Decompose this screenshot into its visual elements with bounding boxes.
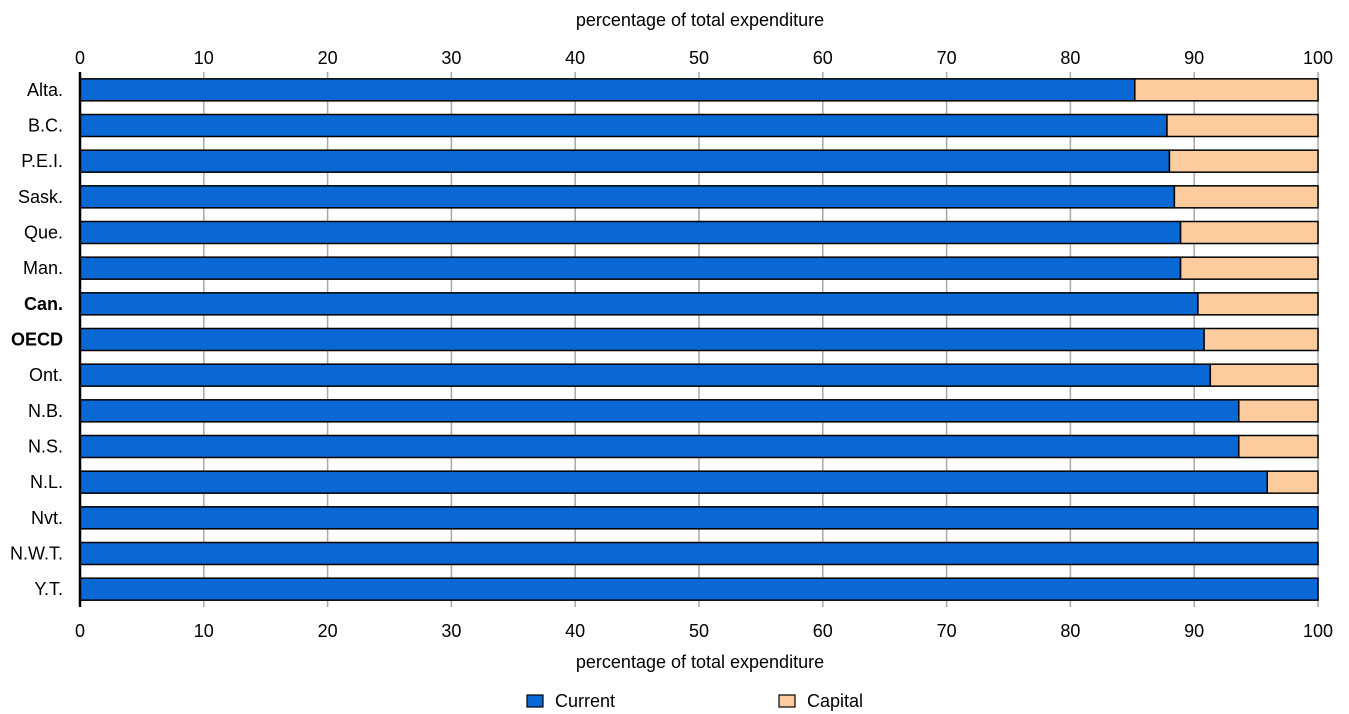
category-label: B.C.: [28, 116, 63, 136]
category-labels: Alta. B.C. P.E.I. Sask. Que. Man. Can. OECD Ont.…: [10, 80, 63, 599]
x-tick-label-top: 30: [441, 48, 461, 68]
x-ticks-bottom: 0 10 20 30 40 50 60 70 80 90 100: [75, 621, 1333, 641]
x-tick-label-bottom: 100: [1303, 621, 1333, 641]
x-tick-label-bottom: 10: [194, 621, 214, 641]
x-tick-label-top: 40: [565, 48, 585, 68]
bar-capital: [1238, 399, 1319, 423]
legend-swatch-capital: [778, 694, 796, 708]
bar-current: [79, 399, 1240, 423]
category-label: N.B.: [28, 401, 63, 421]
x-tick-label-bottom: 20: [318, 621, 338, 641]
bar-current: [79, 577, 1319, 601]
category-label: N.W.T.: [10, 544, 63, 564]
bar-current: [79, 78, 1136, 102]
category-label: Que.: [24, 223, 63, 243]
category-label: Can.: [24, 294, 63, 314]
bar-current: [79, 185, 1176, 209]
category-label: N.S.: [28, 437, 63, 457]
bar-capital: [1203, 327, 1319, 352]
bar-current: [79, 434, 1240, 459]
x-tick-label-top: 100: [1303, 48, 1333, 68]
category-label: P.E.I.: [21, 151, 63, 171]
x-tick-label-top: 80: [1060, 48, 1080, 68]
bar-capital: [1173, 185, 1319, 209]
x-tick-label-bottom: 40: [565, 621, 585, 641]
x-tick-label-top: 0: [75, 48, 85, 68]
x-tick-label-bottom: 60: [813, 621, 833, 641]
category-label: N.L.: [30, 472, 63, 492]
x-tick-label-top: 20: [318, 48, 338, 68]
bar-current: [79, 113, 1168, 138]
legend-label-current: Current: [555, 691, 615, 711]
category-label: Ont.: [29, 365, 63, 385]
bar-current: [79, 541, 1319, 566]
bar-capital: [1168, 149, 1319, 173]
bar-current: [79, 149, 1171, 173]
x-tick-label-top: 90: [1184, 48, 1204, 68]
bar-capital: [1209, 363, 1319, 387]
category-label: OECD: [11, 330, 63, 350]
x-tick-label-bottom: 90: [1184, 621, 1204, 641]
bar-current: [79, 292, 1199, 316]
x-axis-title-top: percentage of total expenditure: [576, 10, 824, 30]
bars: [79, 78, 1319, 601]
x-tick-label-bottom: 80: [1060, 621, 1080, 641]
bar-capital: [1179, 256, 1319, 280]
category-label: Alta.: [27, 80, 63, 100]
x-tick-label-top: 10: [194, 48, 214, 68]
category-label: Man.: [23, 258, 63, 278]
category-label: Nvt.: [31, 508, 63, 528]
bar-capital: [1179, 220, 1319, 245]
x-tick-label-bottom: 50: [689, 621, 709, 641]
bar-capital: [1166, 113, 1319, 138]
category-label: Sask.: [18, 187, 63, 207]
bar-capital: [1266, 470, 1319, 494]
bar-current: [79, 256, 1182, 280]
x-axis-title-bottom: percentage of total expenditure: [576, 652, 824, 672]
x-tick-label-bottom: 30: [441, 621, 461, 641]
x-tick-label-bottom: 0: [75, 621, 85, 641]
bar-current: [79, 220, 1182, 245]
legend-swatch-current: [526, 694, 544, 708]
bar-current: [79, 506, 1319, 530]
bar-current: [79, 327, 1205, 352]
bar-capital: [1238, 434, 1319, 459]
x-tick-label-top: 70: [937, 48, 957, 68]
category-label: Y.T.: [34, 579, 63, 599]
bar-capital: [1134, 78, 1319, 102]
x-tick-label-top: 60: [813, 48, 833, 68]
bar-current: [79, 470, 1268, 494]
x-tick-label-bottom: 70: [937, 621, 957, 641]
bar-current: [79, 363, 1212, 387]
x-ticks-top: 0 10 20 30 40 50 60 70 80 90 100: [75, 48, 1333, 68]
x-tick-label-top: 50: [689, 48, 709, 68]
bar-capital: [1197, 292, 1319, 316]
legend: Current Capital: [526, 691, 863, 711]
legend-label-capital: Capital: [807, 691, 863, 711]
